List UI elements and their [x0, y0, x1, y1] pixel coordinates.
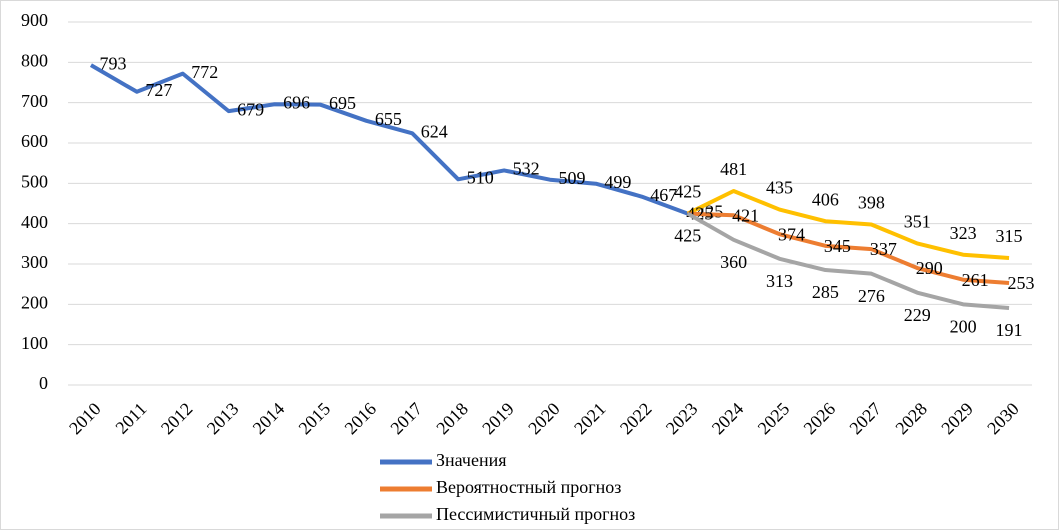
data-label: 229 — [904, 305, 931, 325]
data-label: 499 — [604, 172, 631, 192]
data-label: 253 — [1008, 273, 1035, 293]
data-label: 425 — [674, 182, 701, 202]
data-label: 481 — [720, 159, 747, 179]
data-label: 337 — [870, 239, 897, 259]
y-tick-label: 400 — [21, 212, 48, 232]
data-label: 313 — [766, 271, 793, 291]
y-tick-label: 700 — [21, 91, 48, 111]
data-label: 276 — [858, 286, 885, 306]
data-label: 467 — [650, 185, 677, 205]
data-label: 425 — [674, 226, 701, 246]
data-label: 200 — [950, 316, 977, 336]
data-label: 285 — [812, 282, 839, 302]
data-label: 435 — [766, 178, 793, 198]
legend-label: Значения — [436, 450, 507, 470]
data-label: 532 — [513, 159, 540, 179]
data-label: 351 — [904, 212, 931, 232]
legend-label: Пессимистичный прогноз — [436, 504, 635, 524]
data-label: 374 — [778, 224, 805, 244]
y-tick-label: 200 — [21, 292, 48, 312]
legend-label: Вероятностный прогноз — [436, 477, 621, 497]
data-label: 696 — [283, 92, 310, 112]
data-label: 727 — [145, 80, 172, 100]
series-line — [686, 211, 1010, 310]
data-label: 624 — [421, 121, 448, 141]
data-label: 360 — [720, 252, 747, 272]
data-label: 510 — [467, 167, 494, 187]
y-tick-label: 100 — [21, 333, 48, 353]
y-tick-label: 900 — [21, 10, 48, 30]
y-tick-label: 500 — [21, 171, 48, 191]
y-tick-label: 600 — [21, 131, 48, 151]
data-label: 406 — [812, 189, 839, 209]
series-line — [686, 188, 1010, 260]
data-label: 261 — [962, 270, 989, 290]
y-tick-label: 300 — [21, 252, 48, 272]
data-label: 398 — [858, 193, 885, 213]
data-label: 772 — [191, 62, 218, 82]
data-label: 509 — [559, 168, 586, 188]
data-label: 315 — [996, 226, 1023, 246]
data-label: 421 — [732, 205, 759, 225]
series-line — [89, 63, 689, 216]
data-label: 345 — [824, 236, 851, 256]
data-label: 290 — [916, 258, 943, 278]
data-label: 191 — [996, 320, 1023, 340]
series-line — [687, 211, 1010, 285]
data-label: 793 — [99, 53, 126, 73]
data-label: 695 — [329, 93, 356, 113]
y-tick-label: 800 — [21, 50, 48, 70]
y-tick-label: 0 — [39, 373, 48, 393]
data-label: 323 — [950, 223, 977, 243]
data-label: 655 — [375, 109, 402, 129]
data-label: 679 — [237, 99, 264, 119]
